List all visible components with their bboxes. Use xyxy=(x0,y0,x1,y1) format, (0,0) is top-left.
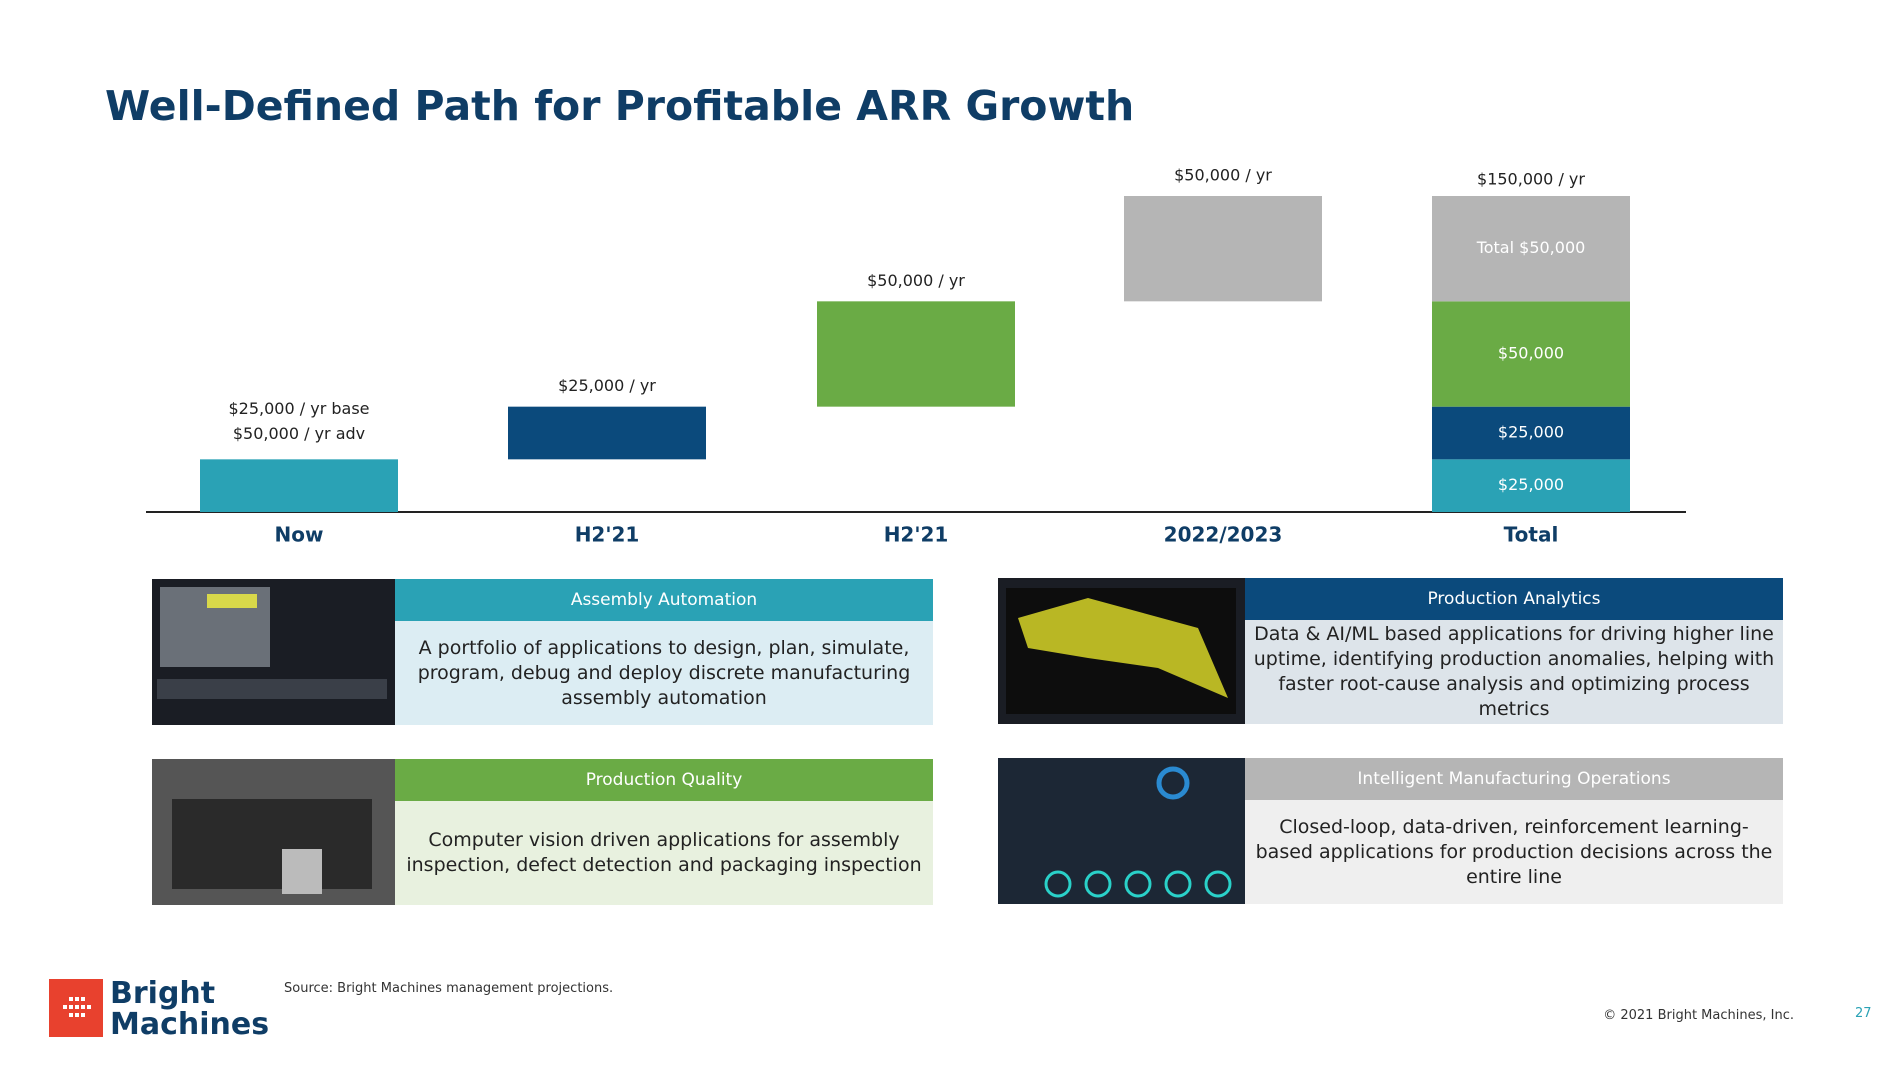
segment-label: $25,000 xyxy=(1498,423,1564,442)
value-label: $50,000 / yr xyxy=(1174,166,1272,185)
shelf xyxy=(172,799,372,889)
gauge xyxy=(1164,870,1192,898)
slide-title: Well-Defined Path for Profitable ARR Gro… xyxy=(105,82,1135,130)
logo-dots xyxy=(63,997,91,1017)
total-segment xyxy=(1432,196,1630,302)
total-segment xyxy=(1432,459,1630,512)
card-line: Closed-loop, data-driven, reinforcement … xyxy=(1279,815,1749,838)
card-image xyxy=(152,759,395,905)
gauge xyxy=(1044,870,1072,898)
segment-label: $50,000 xyxy=(1498,344,1564,363)
card-line: A portfolio of applications to design, p… xyxy=(418,636,910,659)
card-title: Assembly Automation xyxy=(395,579,933,621)
x-tick-label: Total xyxy=(1504,523,1559,547)
total-segment xyxy=(1432,301,1630,407)
card-line: program, debug and deploy discrete manuf… xyxy=(417,661,911,684)
image-decoration xyxy=(998,758,1245,904)
source-note: Source: Bright Machines management proje… xyxy=(284,981,614,996)
ui-bar xyxy=(157,679,387,699)
card-line: inspection, defect detection and packagi… xyxy=(406,854,922,876)
annotation: $50,000 / yr adv xyxy=(233,424,365,443)
x-tick-label: 2022/2023 xyxy=(1164,523,1283,547)
card-line: assembly automation xyxy=(561,686,767,709)
donut xyxy=(1156,766,1190,800)
card-line: Computer vision driven applications for … xyxy=(428,829,900,851)
bar xyxy=(1124,196,1322,302)
card-image xyxy=(998,758,1245,904)
page-number: 27 xyxy=(1855,1006,1872,1021)
part xyxy=(282,849,322,894)
total-label: $150,000 / yr xyxy=(1477,170,1585,189)
gauge xyxy=(1084,870,1112,898)
bar xyxy=(508,406,706,460)
value-label: $50,000 / yr xyxy=(867,271,965,290)
logo-mark xyxy=(49,979,103,1037)
card-line: Data & AI/ML based applications for driv… xyxy=(1254,623,1774,645)
card-title: Production Analytics xyxy=(1245,578,1783,620)
segment-label: Total $50,000 xyxy=(1476,238,1586,257)
logo-word: Machines xyxy=(110,1007,270,1042)
gauge xyxy=(1124,870,1152,898)
bar xyxy=(200,459,398,512)
card-title: Production Quality xyxy=(395,759,933,801)
image-decoration xyxy=(1006,588,1236,714)
x-tick-label: Now xyxy=(275,523,324,547)
card-body: A portfolio of applications to design, p… xyxy=(395,621,933,725)
logo-text: Bright Machines xyxy=(110,978,269,1040)
value-label: $25,000 / yr xyxy=(558,376,656,395)
logo-word: Bright xyxy=(110,976,216,1011)
scatter-cloud xyxy=(1018,598,1228,698)
x-tick-label: H2'21 xyxy=(884,523,949,547)
card-line: faster root-cause analysis and optimizin… xyxy=(1278,673,1750,720)
image-decoration xyxy=(152,759,395,905)
card-body: Data & AI/ML based applications for driv… xyxy=(1245,620,1783,724)
card-line: based applications for production decisi… xyxy=(1255,840,1773,863)
card-body: Computer vision driven applications for … xyxy=(395,801,933,905)
segment-label: $25,000 xyxy=(1498,475,1564,494)
image-decoration xyxy=(157,587,387,699)
card-line: uptime, identifying production anomalies… xyxy=(1253,648,1775,670)
card-line: entire line xyxy=(1466,865,1562,888)
card-title: Intelligent Manufacturing Operations xyxy=(1245,758,1783,800)
bar xyxy=(817,301,1015,407)
x-tick-label: H2'21 xyxy=(575,523,640,547)
card-body: Closed-loop, data-driven, reinforcement … xyxy=(1245,800,1783,904)
value-label: $25,000 / yr base xyxy=(229,399,370,418)
gauge xyxy=(1204,870,1232,898)
total-segment xyxy=(1432,406,1630,460)
copyright: © 2021 Bright Machines, Inc. xyxy=(1603,1008,1794,1023)
ui-arm xyxy=(207,594,257,608)
card-image xyxy=(152,579,395,725)
dashboard xyxy=(998,758,1245,904)
card-image xyxy=(998,578,1245,724)
